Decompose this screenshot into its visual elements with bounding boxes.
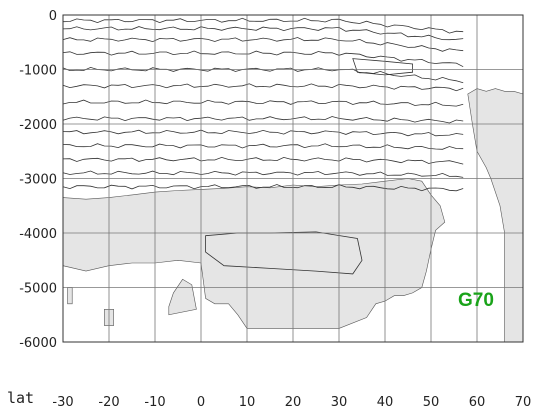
land-ridge-c [67,287,73,305]
land-ridge-b [168,278,197,316]
contour-line [62,184,464,192]
y-tick-label: -5000 [19,282,57,297]
x-axis-label: lat [7,389,34,407]
contour-line [62,37,464,52]
contour-line [62,156,464,165]
y-tick-label: 0 [49,9,57,24]
y-tick-label: -2000 [19,118,57,133]
bottom-topography-mask [62,88,524,343]
x-tick-label: 40 [377,395,394,410]
x-tick-label: 20 [285,395,302,410]
x-tick-label: -30 [52,395,73,410]
contour-line [62,129,464,137]
contour-line [62,17,464,34]
contour-lines [62,17,464,275]
y-tick-label: -1000 [19,64,57,79]
contour-line [62,26,464,41]
x-tick-label: 70 [515,395,532,410]
x-tick-label: 0 [197,395,205,410]
x-tick-labels: -30 -20 -10 0 10 20 30 40 50 60 70 [52,395,531,410]
contour-line [62,50,464,68]
contour-line [62,116,464,124]
contour-line [62,170,464,178]
grid-lines [62,14,524,343]
x-tick-label: 10 [239,395,256,410]
land-main [62,178,446,329]
contour-line [62,83,464,92]
contour-line [62,143,464,150]
x-tick-label: 30 [331,395,348,410]
y-tick-label: -6000 [19,336,57,351]
contour-line [62,99,464,107]
y-tick-label: -3000 [19,173,57,188]
x-tick-label: 50 [423,395,440,410]
experiment-label: G70 [458,290,494,311]
x-tick-label: -10 [144,395,165,410]
x-tick-label: -20 [98,395,119,410]
y-tick-label: -4000 [19,227,57,242]
y-tick-labels: 0 -1000 -2000 -3000 -4000 -5000 -6000 [19,9,57,351]
x-tick-label: 60 [469,395,486,410]
plot-frame [62,14,524,343]
